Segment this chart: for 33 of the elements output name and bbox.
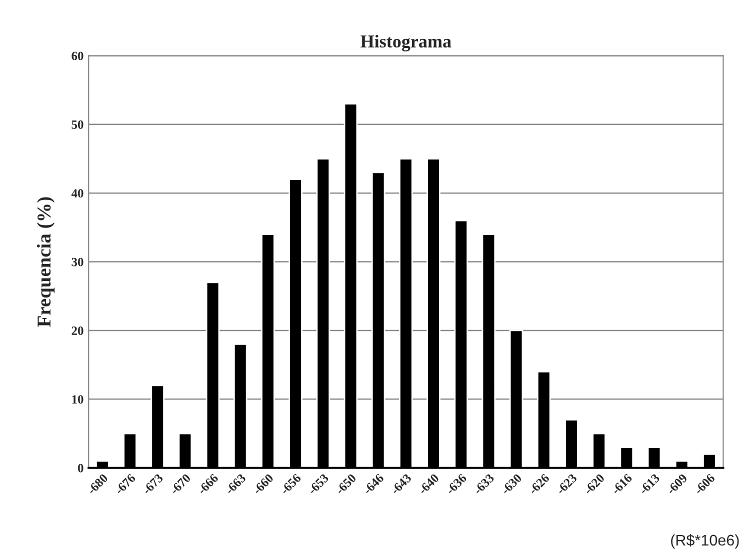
x-tick-label: -680 <box>86 473 108 495</box>
y-tick-label: 60 <box>72 52 84 60</box>
y-tick-label: 0 <box>78 464 84 472</box>
x-tick-label: -636 <box>446 473 468 495</box>
x-tick-label: -663 <box>224 473 246 495</box>
x-tick-label: -630 <box>500 473 522 495</box>
x-tick-label: -670 <box>170 473 192 495</box>
x-tick-label: -640 <box>418 473 440 495</box>
y-tick-label: 50 <box>72 120 84 129</box>
x-tick-label: -620 <box>583 473 605 495</box>
x-tick-label: -613 <box>638 473 660 495</box>
y-tick-label: 20 <box>72 326 84 335</box>
x-tick-label: -616 <box>611 473 633 495</box>
x-tick-label: -609 <box>666 473 688 495</box>
y-tick-label: 30 <box>72 258 84 266</box>
chart-title: Histograma <box>360 34 452 52</box>
x-tick-label: -653 <box>308 473 330 495</box>
x-tick-label: -660 <box>252 473 274 495</box>
x-tick-label: -650 <box>335 473 357 495</box>
y-tick-label: 10 <box>72 395 84 404</box>
x-tick-label: -643 <box>390 473 412 495</box>
x-tick-label: -626 <box>528 473 550 495</box>
x-tick-label: -656 <box>280 473 302 495</box>
x-tick-label: -606 <box>694 473 716 495</box>
text: (R$*10e6) <box>671 534 739 549</box>
x-tick-label: -633 <box>473 473 495 495</box>
x-tick-label: -673 <box>142 473 164 495</box>
y-tick-label: 40 <box>71 189 84 198</box>
x-tick-label: -646 <box>362 473 384 495</box>
x-tick-label: -666 <box>197 473 219 495</box>
x-tick-label: -676 <box>114 473 136 495</box>
y-axis-title: Frequencia (%) <box>36 197 55 327</box>
x-tick-label: -623 <box>556 473 578 495</box>
